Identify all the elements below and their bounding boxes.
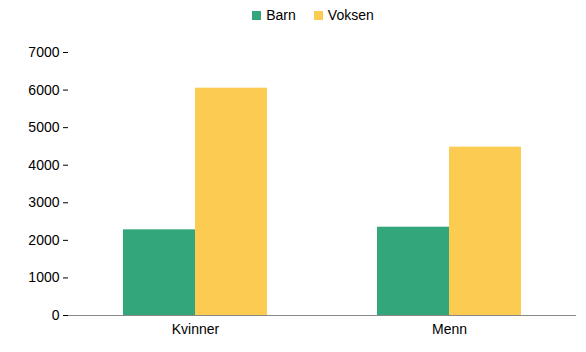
svg-text:6000: 6000: [28, 82, 59, 98]
svg-text:5000: 5000: [28, 119, 59, 135]
svg-text:4000: 4000: [28, 157, 59, 173]
html-text:Voksen: Voksen: [327, 7, 374, 23]
svg-text:7000: 7000: [28, 44, 59, 60]
svg-text:3000: 3000: [28, 194, 59, 210]
svg-text:1000: 1000: [28, 269, 59, 285]
svg-text:Menn: Menn: [432, 321, 467, 337]
svg-text:Kvinner: Kvinner: [172, 321, 220, 337]
svg-text:2000: 2000: [28, 232, 59, 248]
svg-text:0: 0: [52, 307, 60, 323]
html-text:Barn: Barn: [266, 7, 296, 23]
